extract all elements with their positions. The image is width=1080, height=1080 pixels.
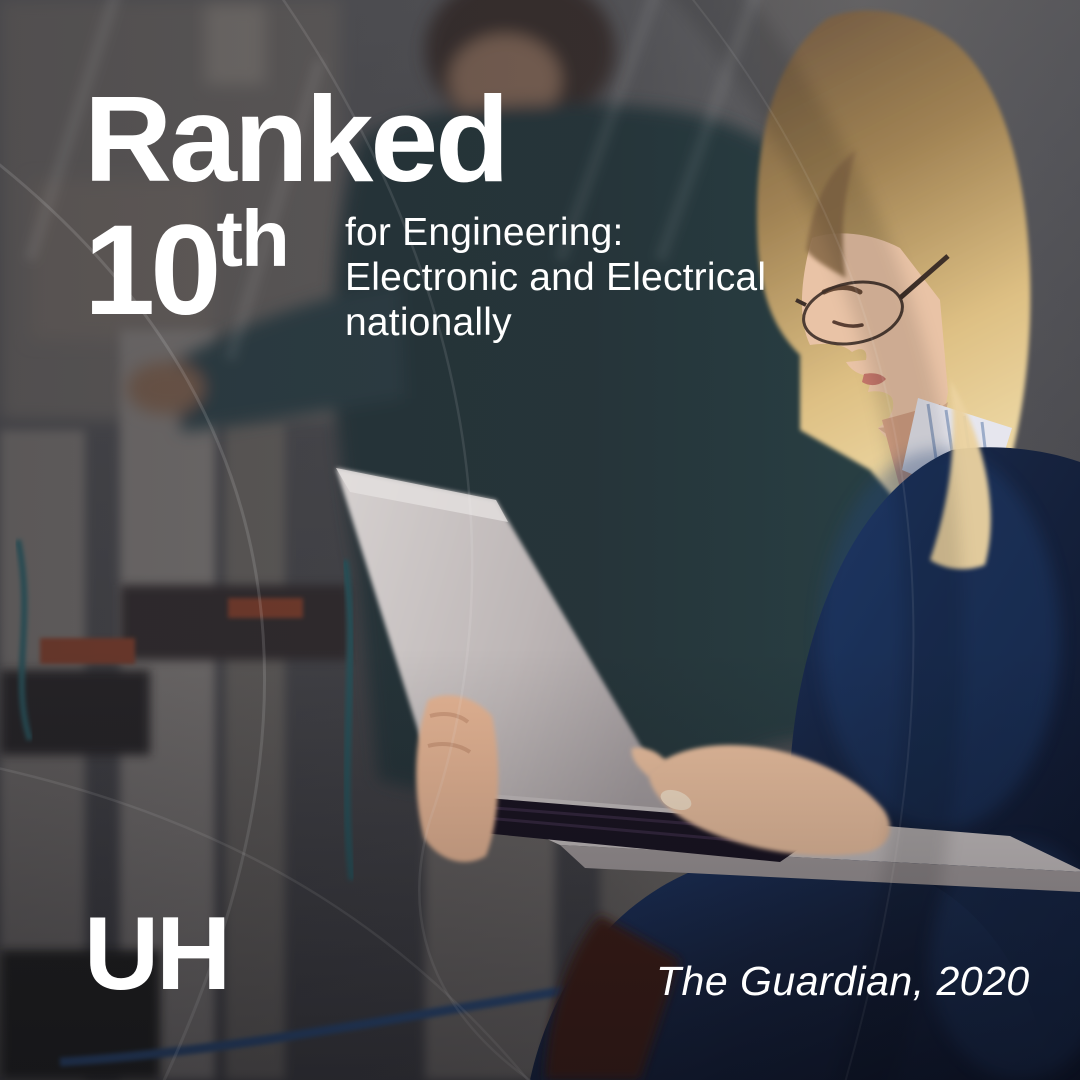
attribution: The Guardian, 2020 <box>656 958 1030 1004</box>
headline-ranked: Ranked <box>84 71 510 207</box>
subtitle-line-2: Electronic and Electrical <box>345 256 767 299</box>
headline-rank: 10th <box>84 199 290 335</box>
subtitle-line-3: nationally <box>345 301 512 344</box>
subtitle-line-1: for Engineering: <box>345 211 624 254</box>
rank-number: 10 <box>84 199 221 342</box>
subtitle: for Engineering: Electronic and Electric… <box>345 210 766 345</box>
rank-suffix: th <box>216 194 290 283</box>
uh-logo: UH <box>84 896 231 1012</box>
